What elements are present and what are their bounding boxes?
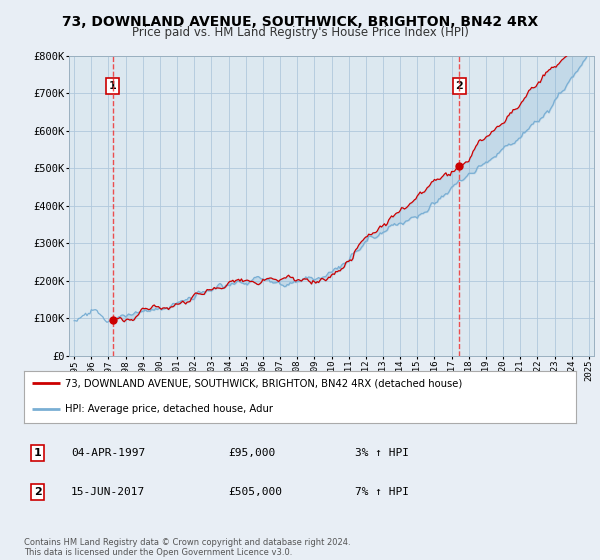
Text: 73, DOWNLAND AVENUE, SOUTHWICK, BRIGHTON, BN42 4RX: 73, DOWNLAND AVENUE, SOUTHWICK, BRIGHTON… bbox=[62, 15, 538, 29]
Text: 04-APR-1997: 04-APR-1997 bbox=[71, 448, 145, 458]
Text: £505,000: £505,000 bbox=[228, 487, 282, 497]
Text: 1: 1 bbox=[109, 81, 116, 91]
Text: 2: 2 bbox=[34, 487, 41, 497]
Text: Price paid vs. HM Land Registry's House Price Index (HPI): Price paid vs. HM Land Registry's House … bbox=[131, 26, 469, 39]
Text: HPI: Average price, detached house, Adur: HPI: Average price, detached house, Adur bbox=[65, 404, 274, 414]
Text: 3% ↑ HPI: 3% ↑ HPI bbox=[355, 448, 409, 458]
Text: 1: 1 bbox=[34, 448, 41, 458]
Text: 7% ↑ HPI: 7% ↑ HPI bbox=[355, 487, 409, 497]
Text: 73, DOWNLAND AVENUE, SOUTHWICK, BRIGHTON, BN42 4RX (detached house): 73, DOWNLAND AVENUE, SOUTHWICK, BRIGHTON… bbox=[65, 378, 463, 388]
Text: £95,000: £95,000 bbox=[228, 448, 275, 458]
Text: 15-JUN-2017: 15-JUN-2017 bbox=[71, 487, 145, 497]
Text: 2: 2 bbox=[455, 81, 463, 91]
Text: Contains HM Land Registry data © Crown copyright and database right 2024.
This d: Contains HM Land Registry data © Crown c… bbox=[24, 538, 350, 557]
